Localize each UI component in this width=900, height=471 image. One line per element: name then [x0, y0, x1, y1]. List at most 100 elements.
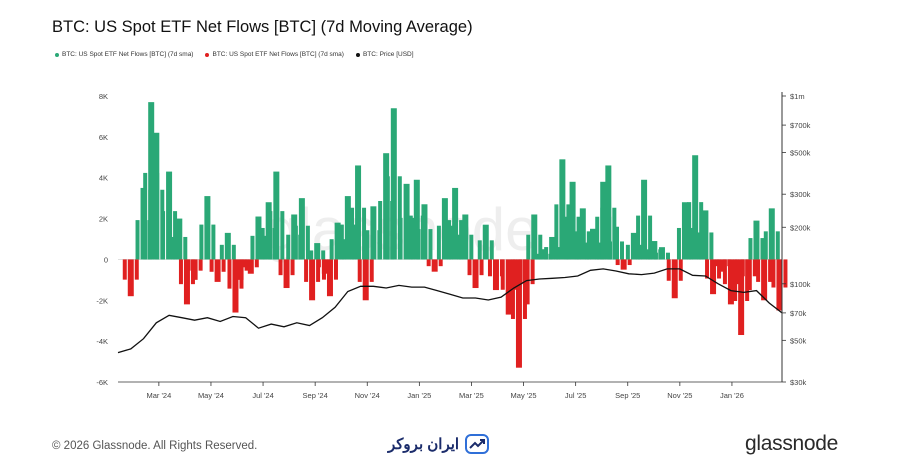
- flow-bar: [745, 259, 752, 291]
- legend-dot-outflow: [205, 52, 210, 57]
- flow-bar: [676, 227, 681, 260]
- flow-bar: [143, 172, 148, 260]
- flow-bar: [369, 259, 374, 282]
- flow-bar: [232, 259, 237, 271]
- flow-bar: [344, 196, 351, 260]
- flow-bar: [733, 259, 738, 302]
- flow-bar: [199, 224, 204, 260]
- flow-bar: [627, 259, 632, 266]
- flow-bar: [564, 216, 569, 260]
- left-axis-tick-label: 2K: [99, 215, 108, 224]
- flow-bar: [403, 183, 410, 260]
- flow-bar: [569, 181, 576, 260]
- left-axis-tick-label: 4K: [99, 174, 108, 183]
- flow-bar: [232, 259, 239, 313]
- left-axis-tick-label: 0: [104, 255, 108, 264]
- flow-bar: [153, 132, 160, 260]
- flow-bar: [768, 259, 773, 282]
- flow-bar: [350, 207, 355, 260]
- right-axis-tick-label: $700k: [790, 121, 811, 130]
- flow-bar: [687, 202, 692, 260]
- flow-bar: [775, 231, 780, 260]
- flow-bar: [590, 228, 597, 260]
- x-axis-tick-label: Jul '25: [565, 391, 586, 400]
- x-axis-tick-label: Sep '24: [303, 391, 328, 400]
- flow-bar: [771, 259, 776, 288]
- flow-bar: [544, 247, 549, 260]
- flow-bar: [462, 214, 469, 260]
- legend-item-inflow[interactable]: BTC: US Spot ETF Net Flows [BTC] (7d sma…: [55, 51, 193, 58]
- right-axis-tick-label: $500k: [790, 149, 811, 158]
- legend-item-outflow[interactable]: BTC: US Spot ETF Net Flows [BTC] (7d sma…: [205, 51, 344, 58]
- flow-bar: [260, 227, 265, 260]
- flow-bar: [390, 108, 397, 260]
- flow-bar: [658, 247, 665, 260]
- flow-bar: [699, 202, 704, 260]
- flow-bar: [436, 225, 441, 260]
- flow-bar: [227, 259, 232, 289]
- flow-bar: [237, 259, 244, 280]
- axes: 8K 6K 4K 2K 0 -2K -4K -6K $1m $700k $500k $300k $200…: [96, 92, 811, 400]
- flow-bar: [298, 198, 305, 260]
- flow-bar: [408, 215, 413, 260]
- flow-bar: [304, 259, 309, 282]
- price-line-group: [117, 268, 783, 354]
- flow-bar: [355, 165, 362, 260]
- flow-bar: [536, 253, 541, 260]
- x-axis-tick-label: Jan '26: [720, 391, 744, 400]
- flow-bar: [278, 259, 283, 276]
- flow-bar: [268, 211, 273, 260]
- flow-bar: [378, 201, 383, 260]
- flow-bar: [671, 259, 678, 299]
- partner-logo: ایران بروکر: [388, 434, 490, 454]
- flow-bar: [135, 220, 140, 260]
- flow-bar: [255, 216, 262, 260]
- flow-bar: [290, 259, 295, 276]
- left-axis-tick-label: -2K: [96, 296, 108, 305]
- flow-bar: [500, 259, 505, 290]
- right-axis-tick-label: $1m: [790, 92, 805, 101]
- flow-bar: [665, 252, 670, 260]
- flow-bar: [127, 259, 134, 297]
- flow-bar: [482, 224, 489, 260]
- legend-label-price: BTC: Price [USD]: [362, 51, 414, 58]
- flow-bar: [214, 259, 221, 282]
- x-axis-tick-label: Mar '24: [146, 391, 171, 400]
- flow-bar: [438, 259, 443, 267]
- flow-bar: [715, 259, 720, 267]
- flow-bar: [339, 224, 344, 260]
- flow-bar: [452, 187, 459, 260]
- flow-bar: [413, 179, 420, 260]
- flow-bar: [530, 259, 535, 285]
- flow-bar: [608, 241, 612, 260]
- flow-bar: [469, 234, 474, 260]
- flow-bar: [426, 259, 431, 267]
- x-axis-tick-label: May '25: [511, 391, 537, 400]
- x-axis-tick-label: Nov '25: [667, 391, 692, 400]
- flow-bar: [370, 206, 377, 260]
- copyright: © 2026 Glassnode. All Rights Reserved.: [52, 440, 258, 452]
- flow-bar: [666, 259, 671, 281]
- flow-bar: [321, 259, 326, 280]
- flow-bar: [620, 259, 627, 270]
- x-axis-tick-label: May '24: [198, 391, 224, 400]
- flow-bar: [186, 259, 191, 271]
- flow-bar: [710, 259, 717, 295]
- flow-bar: [760, 238, 765, 260]
- flow-bar: [209, 259, 214, 272]
- flow-bar: [334, 222, 341, 260]
- right-axis-tick-label: $100k: [790, 280, 811, 289]
- legend-item-price[interactable]: BTC: Price [USD]: [355, 51, 414, 58]
- flow-bar: [250, 235, 255, 260]
- flow-bar: [329, 239, 334, 260]
- flow-bar: [166, 171, 173, 260]
- flow-bar: [242, 259, 247, 268]
- left-axis-tick-label: 8K: [99, 92, 108, 101]
- flow-bar: [273, 171, 280, 260]
- x-axis-tick-label: Mar '25: [459, 391, 484, 400]
- flow-bar: [283, 259, 290, 289]
- flow-bar: [697, 232, 702, 260]
- flow-bar: [702, 210, 709, 260]
- flow-bar: [615, 259, 620, 266]
